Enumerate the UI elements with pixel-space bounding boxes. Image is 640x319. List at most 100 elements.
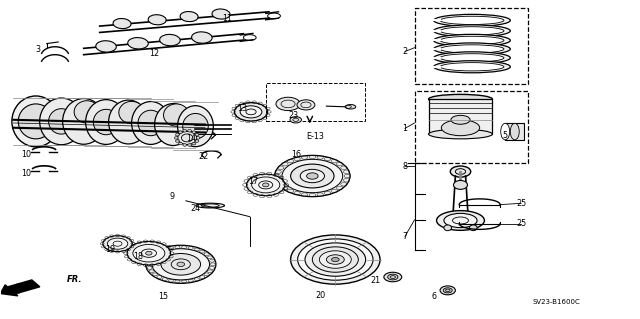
- Ellipse shape: [188, 144, 191, 146]
- Ellipse shape: [234, 103, 268, 121]
- Ellipse shape: [103, 236, 132, 252]
- Ellipse shape: [346, 105, 356, 109]
- Ellipse shape: [436, 211, 484, 230]
- Ellipse shape: [63, 99, 105, 144]
- Ellipse shape: [444, 288, 452, 293]
- Ellipse shape: [148, 15, 166, 25]
- Text: 12: 12: [149, 48, 159, 58]
- Ellipse shape: [113, 19, 131, 29]
- Ellipse shape: [440, 36, 504, 45]
- Ellipse shape: [290, 117, 301, 123]
- Ellipse shape: [183, 144, 187, 146]
- Ellipse shape: [326, 255, 344, 264]
- Ellipse shape: [440, 54, 504, 62]
- Ellipse shape: [191, 32, 212, 43]
- Ellipse shape: [440, 45, 504, 53]
- Ellipse shape: [127, 241, 171, 265]
- Ellipse shape: [297, 100, 315, 110]
- Ellipse shape: [146, 251, 152, 255]
- Ellipse shape: [212, 9, 230, 19]
- Text: 11: 11: [223, 14, 232, 23]
- Ellipse shape: [180, 11, 198, 22]
- Ellipse shape: [434, 61, 510, 73]
- Ellipse shape: [49, 109, 74, 134]
- Ellipse shape: [434, 14, 510, 26]
- Text: 10: 10: [21, 169, 31, 178]
- Ellipse shape: [429, 94, 492, 104]
- Ellipse shape: [155, 104, 191, 145]
- Ellipse shape: [440, 63, 504, 71]
- Ellipse shape: [164, 104, 189, 126]
- Text: 24: 24: [191, 204, 200, 213]
- Ellipse shape: [177, 106, 213, 147]
- Ellipse shape: [252, 177, 280, 193]
- Ellipse shape: [152, 249, 209, 280]
- Ellipse shape: [298, 239, 373, 280]
- Text: 19: 19: [106, 245, 116, 254]
- Text: 21: 21: [371, 276, 381, 285]
- Ellipse shape: [179, 142, 182, 145]
- Ellipse shape: [93, 109, 119, 135]
- Ellipse shape: [192, 142, 196, 145]
- Text: 8: 8: [403, 162, 408, 171]
- Ellipse shape: [305, 243, 365, 276]
- Ellipse shape: [434, 25, 510, 37]
- Ellipse shape: [451, 166, 470, 177]
- Text: 7: 7: [403, 232, 408, 241]
- Text: FR.: FR.: [67, 275, 82, 284]
- Ellipse shape: [159, 34, 180, 46]
- Text: E-13: E-13: [306, 132, 324, 141]
- Text: SV23-B1600C: SV23-B1600C: [532, 299, 580, 305]
- Ellipse shape: [119, 101, 145, 123]
- Ellipse shape: [307, 173, 318, 179]
- Text: 2: 2: [403, 47, 408, 56]
- Ellipse shape: [291, 235, 380, 284]
- Ellipse shape: [128, 38, 148, 49]
- Text: 9: 9: [169, 191, 175, 201]
- Text: 6: 6: [431, 292, 436, 301]
- Ellipse shape: [108, 238, 128, 249]
- Ellipse shape: [440, 27, 504, 35]
- Ellipse shape: [384, 272, 402, 282]
- Text: 15: 15: [159, 292, 168, 301]
- Ellipse shape: [96, 41, 116, 52]
- Ellipse shape: [195, 133, 199, 136]
- Ellipse shape: [161, 254, 200, 275]
- Ellipse shape: [434, 34, 510, 47]
- Text: 14: 14: [186, 134, 196, 143]
- Ellipse shape: [429, 129, 492, 139]
- Ellipse shape: [388, 274, 398, 280]
- Text: 17: 17: [248, 177, 258, 186]
- Ellipse shape: [109, 100, 148, 144]
- Ellipse shape: [454, 181, 467, 189]
- Ellipse shape: [12, 96, 60, 147]
- Ellipse shape: [183, 130, 187, 132]
- Ellipse shape: [291, 164, 334, 188]
- Ellipse shape: [192, 131, 196, 133]
- Ellipse shape: [275, 155, 350, 197]
- Ellipse shape: [40, 98, 83, 145]
- Ellipse shape: [282, 160, 342, 193]
- Text: 5: 5: [502, 131, 508, 140]
- Ellipse shape: [177, 262, 184, 267]
- Ellipse shape: [177, 131, 196, 145]
- Ellipse shape: [262, 183, 269, 187]
- Ellipse shape: [138, 110, 164, 136]
- Ellipse shape: [175, 133, 179, 136]
- Ellipse shape: [146, 245, 216, 283]
- Text: 22: 22: [198, 152, 209, 161]
- Bar: [505, 123, 524, 140]
- Text: 23: 23: [288, 111, 298, 120]
- Ellipse shape: [196, 137, 200, 139]
- Text: 18: 18: [133, 252, 143, 261]
- Ellipse shape: [510, 123, 519, 140]
- Ellipse shape: [133, 244, 165, 262]
- Ellipse shape: [246, 174, 285, 196]
- Text: 20: 20: [315, 291, 325, 300]
- Bar: [415, 91, 528, 163]
- Bar: [415, 8, 528, 84]
- Ellipse shape: [300, 169, 324, 183]
- Text: 13: 13: [237, 104, 247, 113]
- Ellipse shape: [442, 120, 479, 136]
- Ellipse shape: [196, 203, 225, 208]
